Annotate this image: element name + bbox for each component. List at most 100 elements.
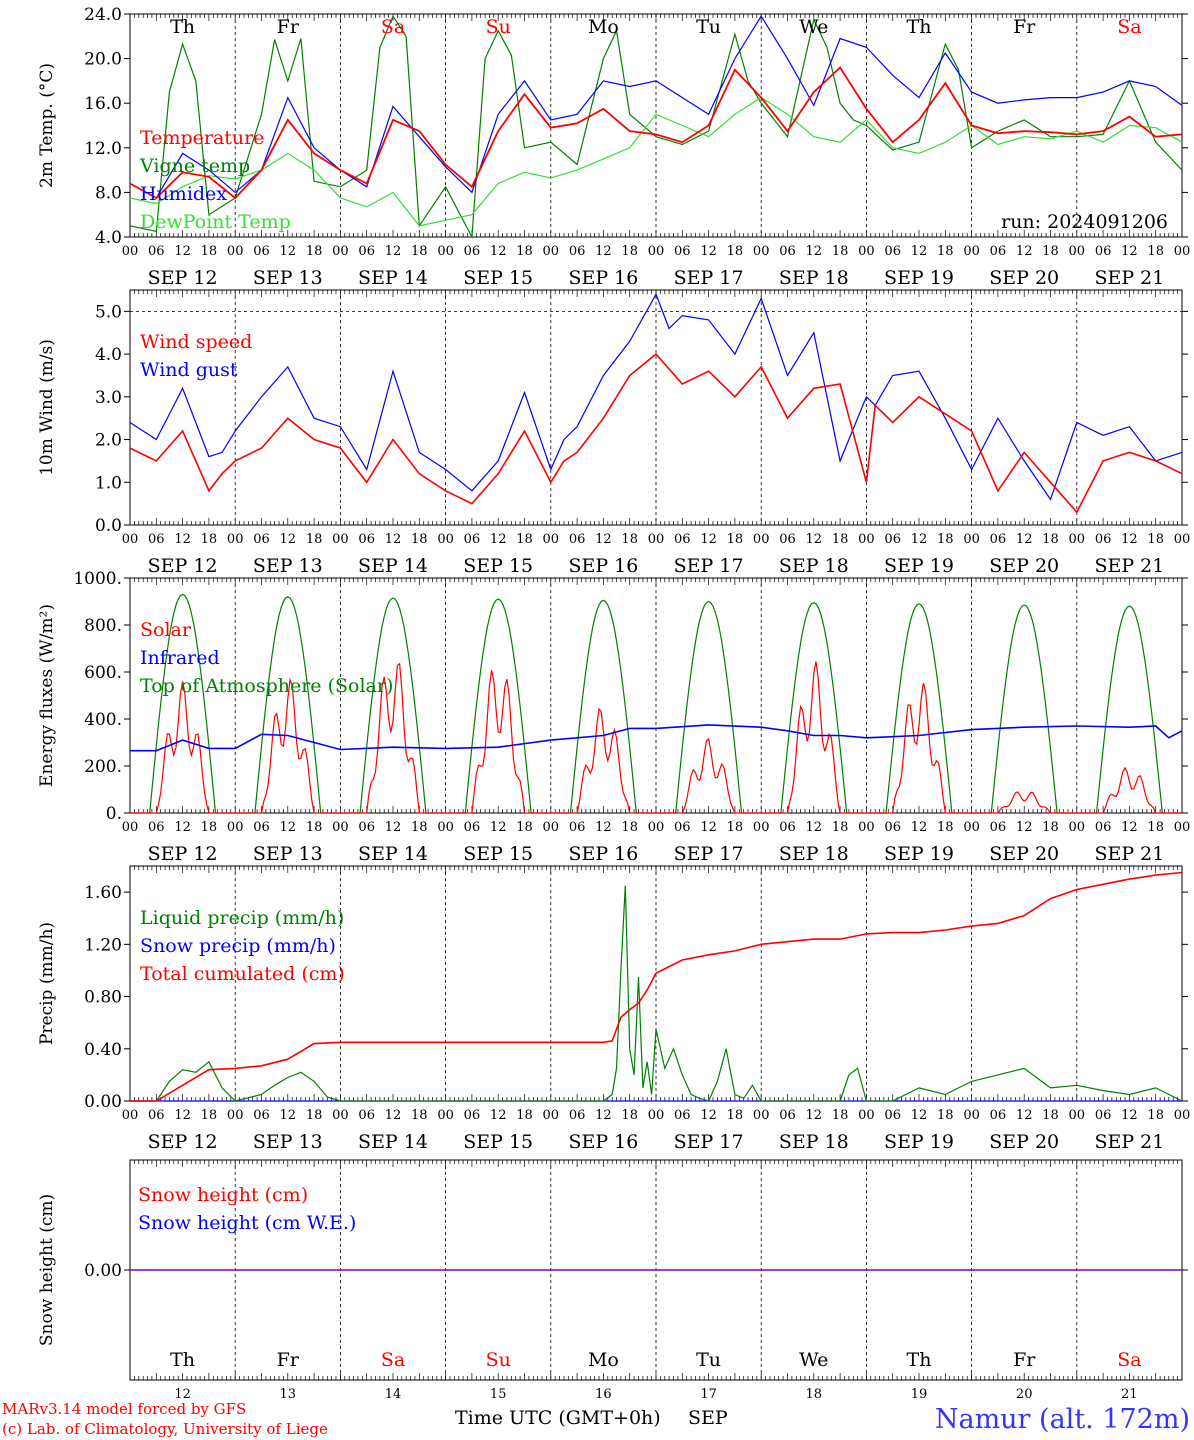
hour-label: 00 xyxy=(122,820,139,835)
hour-label: 06 xyxy=(464,1108,481,1123)
series-line-total-cumulated xyxy=(130,871,1183,1102)
hour-label: 18 xyxy=(516,244,533,259)
hour-label: 18 xyxy=(201,532,218,547)
hour-label: 12 xyxy=(806,532,823,547)
hour-label: 06 xyxy=(358,1108,375,1123)
weekday-label-top: Sa xyxy=(1117,16,1141,38)
legend-liquid-precip-mm-h-: Liquid precip (mm/h) xyxy=(140,907,344,929)
hour-label: 18 xyxy=(937,1108,954,1123)
hour-label: 12 xyxy=(174,820,191,835)
weekday-label-top: Sa xyxy=(381,16,405,38)
date-label: SEP 17 xyxy=(674,555,744,577)
series-line-humidex xyxy=(129,15,1183,199)
date-label: SEP 20 xyxy=(989,267,1059,289)
series-line-wind-speed xyxy=(129,352,1183,514)
hour-label: 00 xyxy=(1174,244,1191,259)
date-label: SEP 14 xyxy=(358,267,428,289)
date-label: SEP 12 xyxy=(148,267,218,289)
hour-label: 00 xyxy=(1174,1108,1191,1123)
hour-label: 00 xyxy=(332,1108,349,1123)
legend-vigne-temp: Vigne temp xyxy=(139,155,250,177)
hour-label: 12 xyxy=(1121,244,1138,259)
series-line-vigne-temp xyxy=(129,14,1183,240)
hour-label: 18 xyxy=(201,244,218,259)
hour-label: 12 xyxy=(490,532,507,547)
hour-label: 00 xyxy=(543,1108,560,1123)
hour-label: 06 xyxy=(1095,532,1112,547)
hour-label: 06 xyxy=(358,244,375,259)
hour-label: 12 xyxy=(1016,532,1033,547)
date-label: SEP 18 xyxy=(779,267,849,289)
legend-wind-gust: Wind gust xyxy=(140,359,238,381)
weekday-label-top: We xyxy=(799,16,828,38)
date-label: SEP 15 xyxy=(463,843,533,865)
weekday-label-top: Th xyxy=(170,16,195,38)
hour-label: 00 xyxy=(227,1108,244,1123)
y-tick-label: 0.40 xyxy=(84,1040,122,1060)
hour-label: 12 xyxy=(280,820,297,835)
legend-dewpoint-temp: DewPoint Temp xyxy=(140,211,291,233)
hour-label: 12 xyxy=(595,244,612,259)
hour-label: 00 xyxy=(963,820,980,835)
hour-label: 00 xyxy=(1069,532,1086,547)
hour-label: 12 xyxy=(280,532,297,547)
hour-label: 06 xyxy=(674,820,691,835)
date-label: SEP 20 xyxy=(989,843,1059,865)
weekday-label-top: Fr xyxy=(277,16,300,38)
hour-label: 00 xyxy=(543,532,560,547)
hour-label: 06 xyxy=(990,820,1007,835)
y-tick-label: 1.60 xyxy=(84,883,122,903)
hour-label: 00 xyxy=(227,532,244,547)
hour-label: 06 xyxy=(674,1108,691,1123)
hour-label: 00 xyxy=(858,1108,875,1123)
weekday-label-top: Fr xyxy=(1013,16,1036,38)
weekday-label-top: Th xyxy=(907,16,932,38)
hour-label: 12 xyxy=(700,244,717,259)
y-tick-label: 8.0 xyxy=(95,183,122,203)
hour-label: 12 xyxy=(1121,532,1138,547)
date-label: SEP 19 xyxy=(884,555,954,577)
hour-label: 12 xyxy=(385,244,402,259)
hour-label: 00 xyxy=(963,1108,980,1123)
hour-label: 06 xyxy=(990,532,1007,547)
hour-label: 12 xyxy=(911,820,928,835)
plot-frame xyxy=(129,13,1183,238)
legend-top-of-atmosphere-solar-: Top of Atmosphere (Solar) xyxy=(140,675,393,697)
panel-2: 0.0 1.0 2.0 3.0 4.0 5.0 10m Wind (m/s) 00 06 12 18… xyxy=(37,289,1190,577)
hour-label: 06 xyxy=(148,820,165,835)
y-tick-label: 600. xyxy=(84,663,122,683)
hour-label: 00 xyxy=(543,244,560,259)
y-axis-label: Energy fluxes (W/m²) xyxy=(37,604,57,787)
date-label: SEP 18 xyxy=(779,555,849,577)
hour-label: 12 xyxy=(700,532,717,547)
hour-label: 18 xyxy=(516,532,533,547)
hour-label: 18 xyxy=(621,1108,638,1123)
hour-ticks xyxy=(129,14,1183,237)
series-line-wind-gust xyxy=(129,292,1183,501)
weekday-label-top: Mo xyxy=(588,16,619,38)
hour-label: 18 xyxy=(832,820,849,835)
panel-4: 0.00 0.40 0.80 1.20 1.60 Precip (mm/h) 00 06 12 1… xyxy=(37,865,1191,1153)
hour-ticks xyxy=(129,578,1183,813)
hour-label: 06 xyxy=(148,1108,165,1123)
hour-label: 18 xyxy=(201,820,218,835)
hour-label: 18 xyxy=(306,244,323,259)
hour-label: 06 xyxy=(674,532,691,547)
hour-label: 06 xyxy=(884,532,901,547)
hour-label: 06 xyxy=(1095,820,1112,835)
hour-label: 06 xyxy=(253,244,270,259)
hour-label: 18 xyxy=(621,532,638,547)
date-label: SEP 15 xyxy=(463,555,533,577)
weekday-label-bottom: Sa xyxy=(1117,1349,1141,1371)
date-label: SEP 21 xyxy=(1094,267,1164,289)
hour-label: 06 xyxy=(464,532,481,547)
hour-label: 00 xyxy=(332,820,349,835)
panel-3: 0. 200. 400. 600. 800. 1000. Energy fluxes (W/… xyxy=(37,569,1190,865)
hour-label: 18 xyxy=(411,1108,428,1123)
date-label: SEP 16 xyxy=(568,555,638,577)
y-tick-label: 5.0 xyxy=(95,302,122,322)
date-label: SEP 14 xyxy=(358,1131,428,1153)
y-axis-label: 2m Temp. (°C) xyxy=(37,63,57,188)
date-label: SEP 13 xyxy=(253,843,323,865)
